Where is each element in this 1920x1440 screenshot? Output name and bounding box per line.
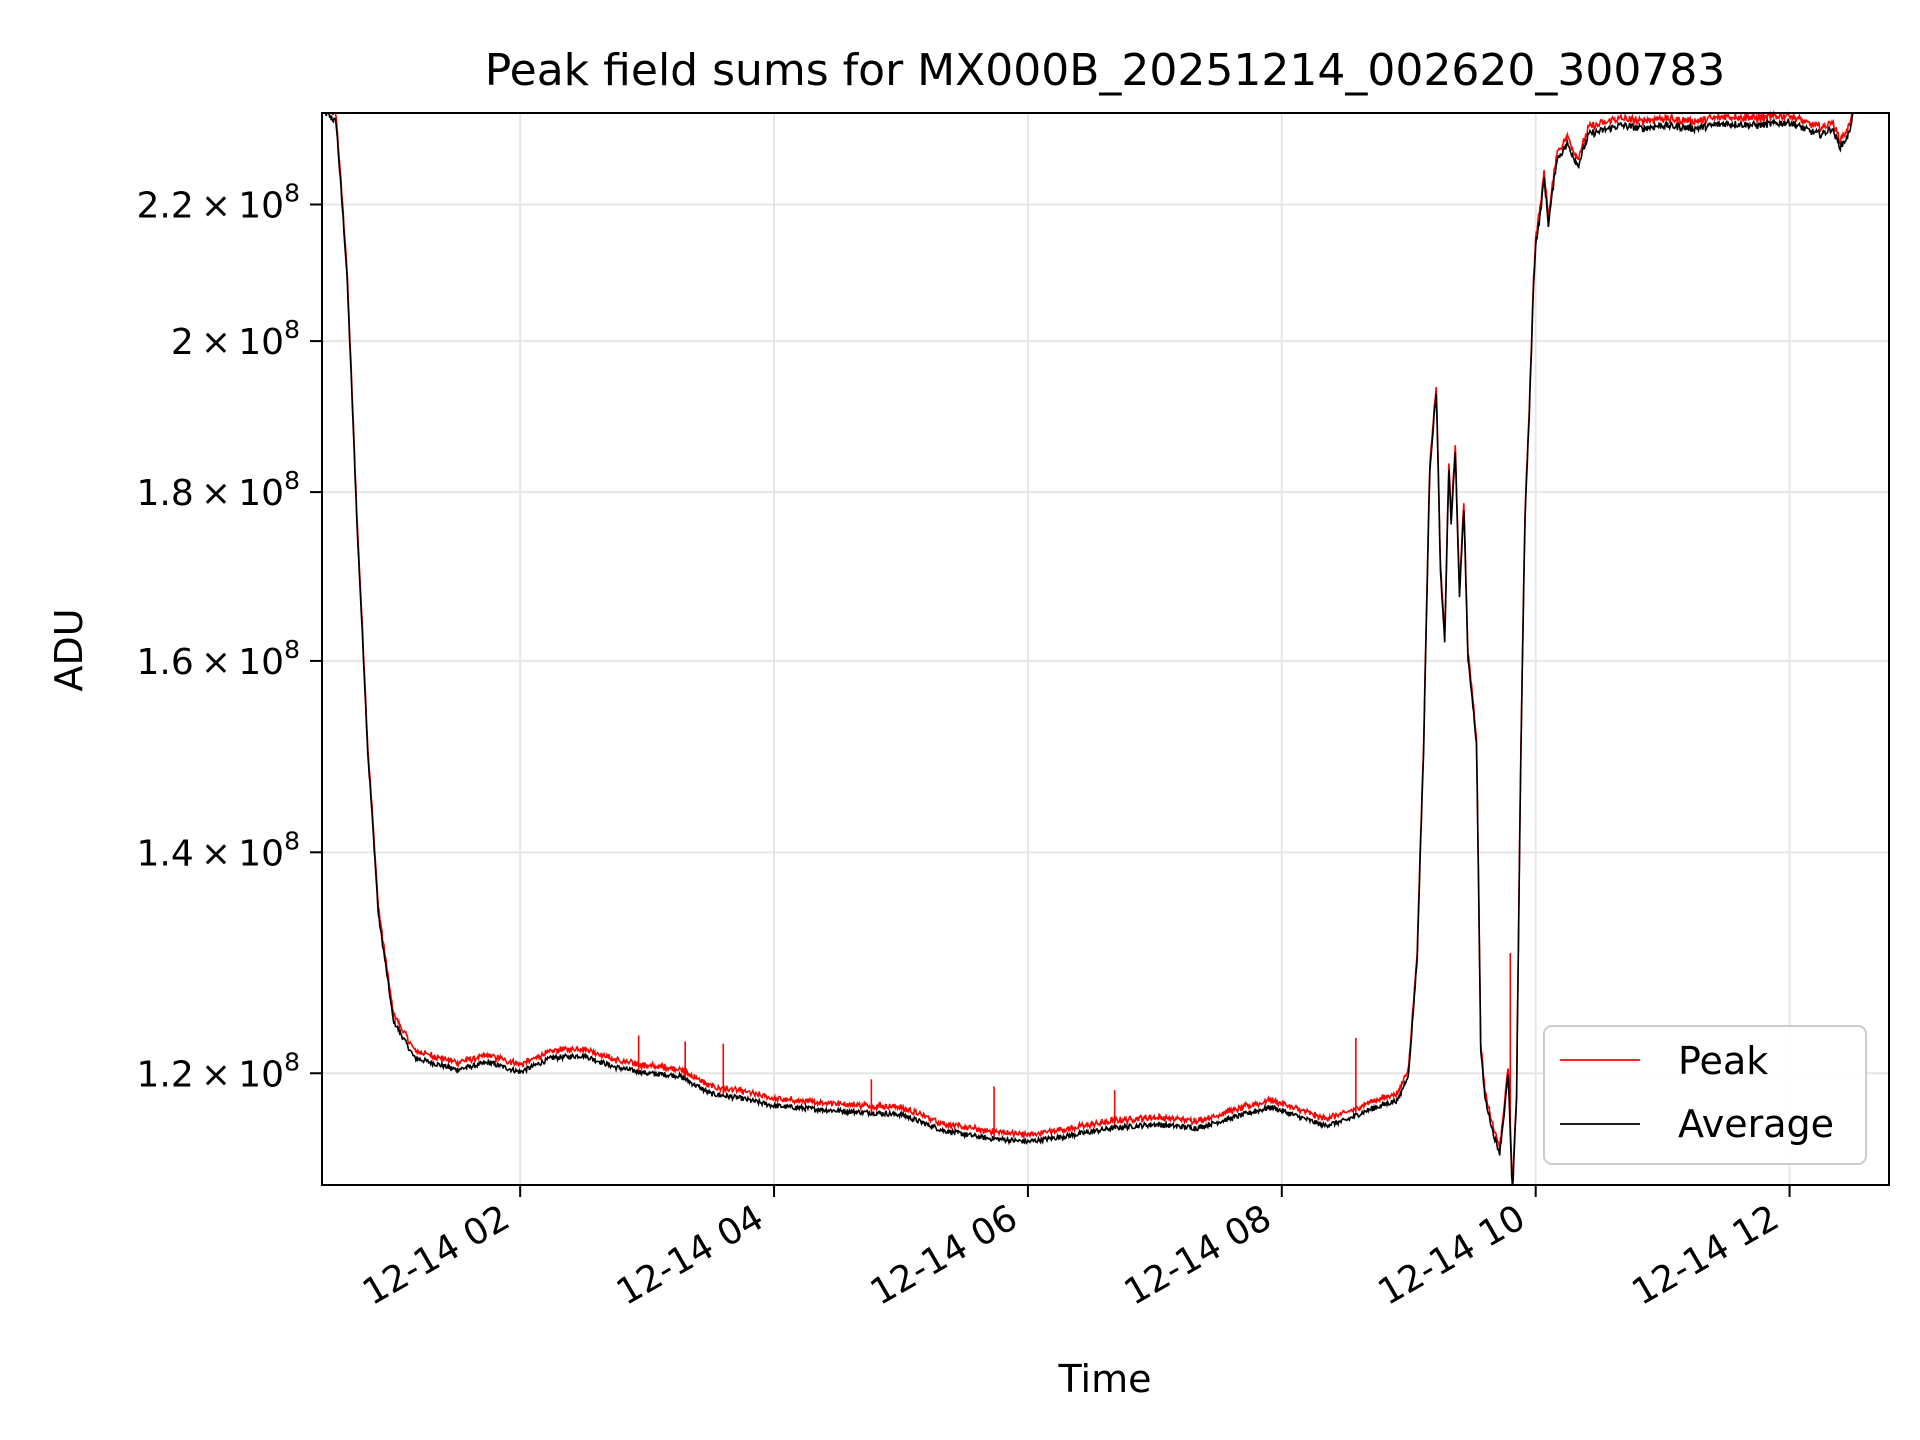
x-tick-label: 12-14 06 bbox=[864, 1197, 1025, 1313]
x-tick-label: 12-14 08 bbox=[1118, 1197, 1279, 1313]
y-tick-label: 1.8 × 108 bbox=[136, 466, 300, 514]
y-tick-label: 2.2 × 108 bbox=[136, 178, 300, 226]
x-tick-label: 12-14 02 bbox=[356, 1197, 517, 1313]
legend-label-peak: Peak bbox=[1678, 1039, 1768, 1083]
y-tick-label: 1.6 × 108 bbox=[136, 635, 300, 683]
legend-label-average: Average bbox=[1678, 1102, 1834, 1146]
series-peak-line bbox=[322, 109, 1854, 1186]
x-axis-label: Time bbox=[1058, 1357, 1152, 1401]
chart-title: Peak field sums for MX000B_20251214_0026… bbox=[485, 45, 1726, 96]
x-tick-label: 12-14 04 bbox=[610, 1197, 771, 1313]
x-tick-label: 12-14 10 bbox=[1372, 1197, 1533, 1313]
grid bbox=[322, 113, 1889, 1185]
plot-frame bbox=[321, 112, 1890, 1186]
series-average-line bbox=[322, 111, 1854, 1186]
y-tick-label: 2 × 108 bbox=[171, 315, 300, 363]
x-axis: 12-14 02 12-14 04 12-14 06 12-14 08 12-14 10… bbox=[356, 1185, 1791, 1314]
y-tick-label: 1.2 × 108 bbox=[136, 1047, 300, 1095]
legend: Peak Average bbox=[1543, 1025, 1867, 1165]
series-layer bbox=[322, 109, 1854, 1186]
y-axis: 1.2 × 108 1.4 × 108 1.6 × 108 1.8 × 108 2 × … bbox=[136, 178, 322, 1095]
x-tick-label: 12-14 12 bbox=[1625, 1197, 1786, 1313]
y-axis-label: ADU bbox=[47, 608, 91, 691]
y-tick-label: 1.4 × 108 bbox=[136, 826, 300, 874]
